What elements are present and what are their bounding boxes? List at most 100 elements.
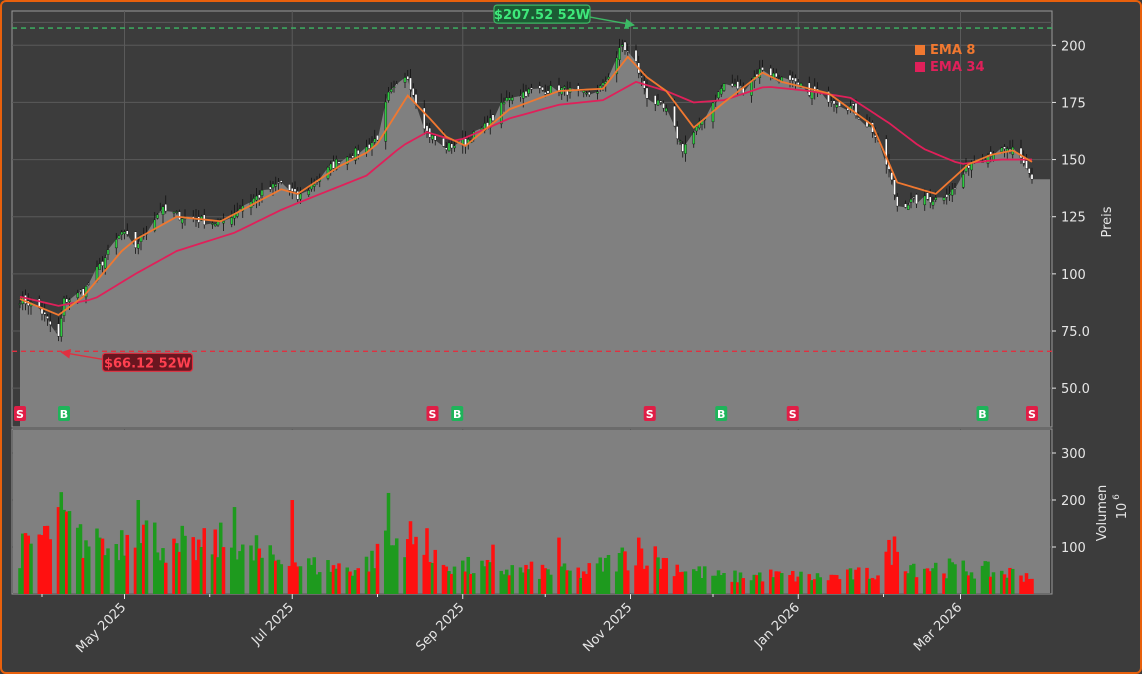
volume-bar: [738, 572, 743, 594]
candle-body: [912, 196, 916, 199]
volume-bar: [889, 564, 894, 594]
volume-bar: [356, 568, 361, 594]
volume-bar: [510, 565, 515, 594]
volume-bar: [1021, 581, 1026, 594]
volume-bar: [790, 570, 795, 594]
candle-body: [659, 100, 663, 103]
x-tick-label: Sep 2025: [413, 600, 467, 654]
volume-bar: [867, 578, 872, 594]
candle-body: [794, 77, 797, 82]
volume-bar: [444, 566, 449, 594]
volume-bar: [386, 492, 391, 594]
candle-body: [57, 323, 60, 337]
volume-bar: [700, 577, 704, 594]
candle-body: [123, 231, 126, 234]
volume-bar: [504, 569, 509, 594]
volume-bar: [812, 579, 817, 594]
volume-bar: [447, 571, 451, 594]
candle-body: [444, 147, 448, 150]
x-tick-label: Jul 2025: [248, 600, 297, 649]
volume-bar: [526, 569, 531, 594]
volume-bar: [210, 554, 215, 594]
volume-bar: [925, 568, 930, 594]
candle-body: [260, 189, 264, 196]
candle-body: [601, 82, 605, 86]
volume-bar: [64, 511, 69, 594]
candle-body: [279, 180, 283, 183]
price-axis-title: Preis: [1100, 206, 1115, 237]
volume-bar: [196, 539, 201, 594]
volume-bar: [152, 522, 157, 594]
candle-body: [953, 187, 957, 189]
volume-bar: [471, 573, 476, 594]
candle-body: [626, 50, 630, 52]
volume-bar: [895, 551, 900, 594]
legend-label: EMA 34: [930, 60, 985, 75]
x-tick-label: May 2025: [73, 600, 129, 656]
candle-body: [1025, 160, 1028, 169]
volume-bar: [480, 560, 484, 594]
candle-body: [857, 117, 861, 120]
sell-signal-badge: [1026, 406, 1038, 421]
volume-bar: [449, 573, 454, 594]
volume-bar: [1030, 578, 1034, 594]
volume-bar: [81, 557, 86, 594]
candle-body: [678, 140, 682, 142]
volume-bar: [317, 572, 322, 594]
candle-body: [68, 299, 71, 302]
buy-signal-badge: [976, 406, 989, 421]
volume-bar: [430, 562, 435, 594]
volume-bar: [524, 564, 528, 594]
candle-body: [464, 138, 467, 145]
volume-bar: [634, 565, 638, 594]
volume-bar: [172, 538, 176, 594]
volume-bar: [548, 574, 553, 594]
volume-bar: [469, 573, 473, 594]
volume-bar: [20, 533, 25, 594]
candle-body: [180, 218, 184, 224]
volume-bar: [796, 576, 801, 594]
volume-bar: [779, 573, 784, 594]
candle-body: [761, 67, 764, 71]
candle-body: [585, 92, 588, 95]
sell-signal-badge: [643, 406, 656, 421]
candle-body: [774, 72, 778, 78]
candle-body: [986, 154, 990, 164]
candle-body: [1030, 174, 1034, 180]
candle-body: [153, 219, 157, 231]
volume-bar: [625, 570, 630, 594]
volume-bar: [403, 557, 407, 594]
candle-body: [530, 87, 533, 90]
buy-signal-badge: [451, 406, 464, 421]
candle-body: [164, 203, 168, 212]
candle-body: [640, 76, 643, 78]
volume-bar: [331, 565, 336, 594]
volume-bar: [463, 571, 468, 594]
legend-label: EMA 8: [930, 43, 975, 58]
candle-body: [895, 196, 899, 207]
candle-body: [948, 193, 951, 196]
volume-bar: [95, 528, 99, 594]
volume-bar: [18, 568, 22, 594]
volume-bar: [257, 548, 262, 594]
volume-bar: [251, 560, 256, 594]
volume-bar: [950, 562, 955, 594]
candle-body: [557, 85, 561, 93]
volume-axis-title: Volumen: [1095, 485, 1110, 542]
candle-body: [406, 75, 410, 80]
volume-bar: [617, 552, 622, 594]
volume-bar: [999, 570, 1004, 594]
candle-body: [519, 95, 522, 97]
volume-bar: [158, 560, 163, 594]
candle-body: [296, 191, 300, 200]
candle-body: [161, 206, 165, 215]
volume-bar: [683, 571, 688, 594]
candle-body: [422, 107, 426, 130]
candle-body: [389, 89, 393, 93]
volume-bar: [174, 543, 179, 594]
volume-bar: [543, 568, 548, 594]
volume-bar: [870, 577, 875, 594]
candle-body: [832, 100, 836, 105]
volume-bar: [793, 581, 798, 594]
volume-bar: [394, 538, 399, 594]
